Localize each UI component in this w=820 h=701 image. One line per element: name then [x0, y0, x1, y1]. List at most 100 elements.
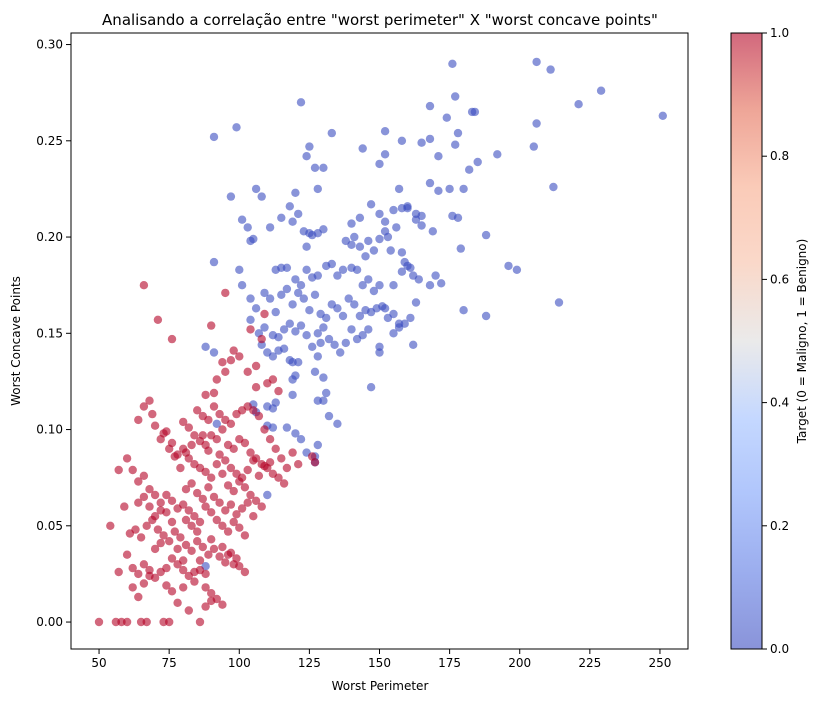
scatter-point-target-1 — [265, 458, 275, 467]
scatter-point-target-0 — [209, 257, 219, 267]
scatter-point-target-1 — [198, 431, 207, 440]
scatter-point-target-0 — [302, 152, 311, 161]
scatter-point-target-1 — [237, 504, 247, 513]
x-tick-label: 150 — [368, 656, 391, 670]
scatter-point-target-1 — [201, 602, 210, 611]
scatter-point-target-1 — [134, 569, 143, 579]
scatter-point-target-1 — [218, 425, 227, 434]
scatter-point-target-1 — [243, 498, 252, 507]
scatter-point-target-0 — [251, 184, 261, 194]
scatter-point-target-1 — [134, 592, 143, 602]
colorbar-tick-label: 0.2 — [770, 519, 789, 533]
scatter-point-target-1 — [251, 496, 261, 505]
scatter-point-target-1 — [181, 448, 191, 457]
chart-title: Analisando a correlação entre "worst per… — [102, 11, 658, 29]
scatter-point-target-1 — [139, 402, 149, 411]
colorbar-label: Target (0 = Maligno, 1 = Benigno) — [795, 239, 809, 445]
scatter-point-target-0 — [288, 375, 297, 384]
scatter-point-target-0 — [237, 215, 247, 224]
scatter-point-target-1 — [229, 517, 238, 527]
scatter-point-target-0 — [333, 271, 342, 280]
scatter-point-target-1 — [254, 471, 264, 480]
scatter-point-target-0 — [392, 223, 401, 232]
scatter-point-target-1 — [150, 512, 160, 521]
scatter-point-target-1 — [184, 606, 193, 615]
scatter-point-target-0 — [437, 279, 446, 288]
scatter-point-target-0 — [296, 435, 306, 444]
scatter-point-target-1 — [179, 565, 188, 575]
scatter-point-target-1 — [240, 483, 250, 492]
scatter-point-target-1 — [187, 521, 196, 530]
scatter-point-target-1 — [204, 483, 213, 492]
scatter-point-target-1 — [167, 554, 177, 563]
y-axis-label: Worst Concave Points — [9, 276, 23, 406]
scatter-point-target-0 — [336, 348, 345, 357]
scatter-point-target-1 — [240, 531, 250, 540]
scatter-point-target-1 — [310, 458, 320, 467]
scatter-point-target-0 — [226, 192, 236, 201]
scatter-point-target-0 — [288, 300, 297, 309]
scatter-point-target-1 — [215, 498, 224, 507]
scatter-point-target-1 — [162, 563, 171, 573]
scatter-point-target-0 — [375, 234, 384, 244]
scatter-point-target-0 — [338, 311, 348, 321]
scatter-point-target-0 — [380, 127, 390, 136]
y-tick-label: 0.20 — [36, 230, 63, 244]
scatter-point-target-0 — [442, 113, 451, 122]
y-tick-label: 0.05 — [36, 519, 63, 533]
scatter-point-target-0 — [358, 281, 367, 290]
scatter-point-target-1 — [201, 467, 210, 477]
scatter-point-target-0 — [288, 390, 297, 400]
scatter-point-target-1 — [122, 550, 132, 559]
scatter-point-target-1 — [249, 406, 258, 415]
scatter-point-target-0 — [268, 352, 278, 361]
y-tick-label: 0.25 — [36, 134, 63, 148]
scatter-point-target-1 — [193, 488, 202, 498]
scatter-point-target-1 — [212, 435, 221, 444]
scatter-point-target-0 — [288, 358, 297, 367]
scatter-point-target-0 — [260, 288, 269, 298]
scatter-point-target-0 — [456, 244, 465, 253]
scatter-point-target-0 — [394, 323, 404, 332]
scatter-point-target-0 — [369, 286, 379, 296]
scatter-point-target-0 — [428, 227, 437, 236]
scatter-point-target-1 — [128, 583, 137, 592]
scatter-point-target-1 — [187, 546, 196, 555]
scatter-point-target-0 — [380, 217, 390, 226]
scatter-point-target-0 — [434, 152, 443, 161]
scatter-point-target-1 — [167, 517, 177, 527]
scatter-point-target-0 — [425, 178, 435, 188]
scatter-point-target-1 — [201, 583, 210, 592]
scatter-point-target-0 — [209, 348, 219, 357]
scatter-point-target-1 — [156, 538, 165, 548]
scatter-point-target-0 — [246, 236, 255, 246]
scatter-point-target-1 — [221, 456, 230, 465]
scatter-point-target-0 — [414, 275, 423, 284]
x-tick-label: 50 — [91, 656, 106, 670]
scatter-point-target-1 — [249, 456, 258, 465]
scatter-point-target-1 — [165, 537, 174, 546]
scatter-point-target-1 — [134, 415, 143, 425]
scatter-point-target-0 — [322, 388, 331, 398]
y-tick-label: 0.00 — [36, 615, 63, 629]
scatter-point-target-1 — [198, 494, 207, 504]
scatter-point-target-1 — [184, 423, 193, 432]
scatter-point-target-1 — [170, 527, 179, 536]
scatter-point-target-1 — [221, 367, 230, 376]
scatter-point-target-0 — [375, 209, 384, 219]
scatter-point-target-1 — [235, 562, 244, 571]
scatter-point-target-0 — [333, 419, 342, 428]
scatter-point-target-0 — [263, 402, 272, 411]
scatter-point-target-0 — [201, 342, 210, 351]
scatter-point-target-0 — [294, 209, 303, 219]
scatter-point-target-0 — [209, 132, 219, 142]
scatter-point-target-1 — [218, 521, 227, 530]
scatter-point-target-0 — [364, 325, 373, 334]
scatter-point-target-1 — [162, 581, 171, 590]
scatter-point-target-1 — [167, 587, 177, 596]
scatter-point-target-0 — [448, 211, 457, 221]
scatter-point-target-0 — [277, 290, 286, 299]
scatter-point-target-0 — [451, 140, 460, 149]
scatter-point-target-1 — [221, 506, 230, 515]
scatter-point-target-0 — [364, 275, 373, 284]
